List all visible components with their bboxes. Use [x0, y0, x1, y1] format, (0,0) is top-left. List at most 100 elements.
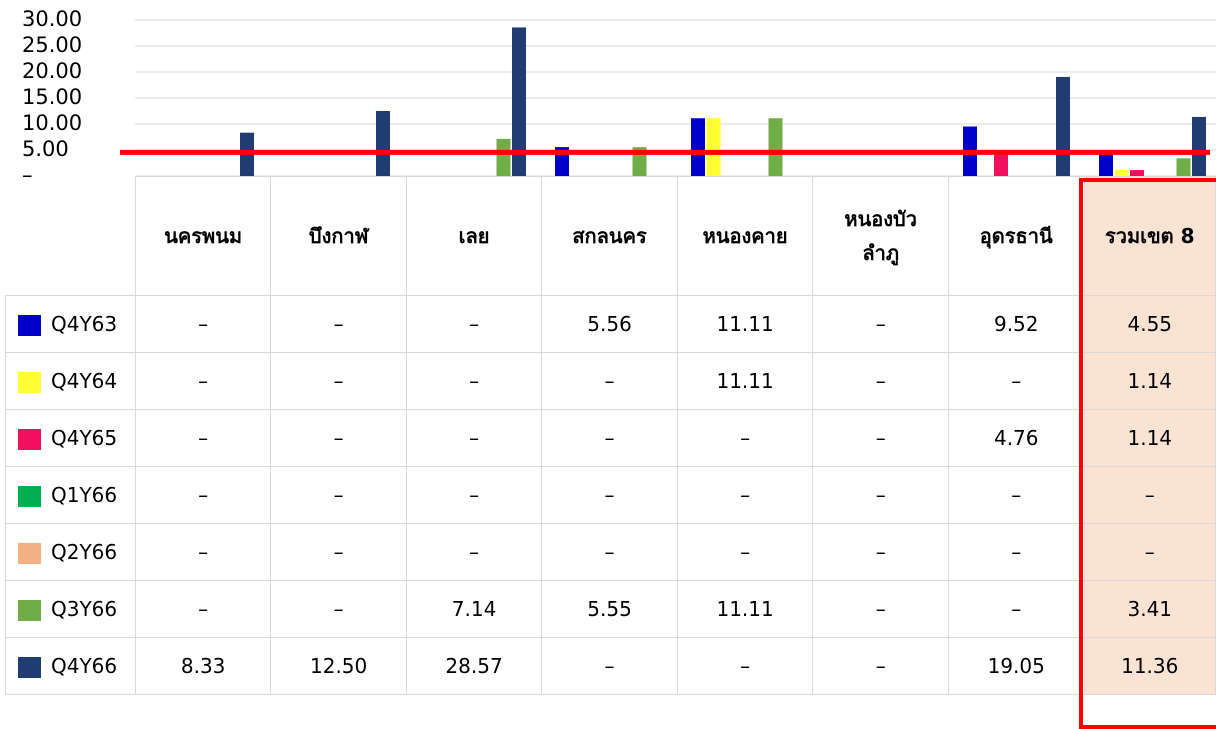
- bar-q4y64-7: [1114, 170, 1129, 176]
- data-cell: 11.11: [676, 352, 814, 410]
- chart-plot: [120, 19, 1216, 177]
- bar-q4y66-2: [512, 27, 526, 176]
- category-label: หนองบัวลำภู: [812, 176, 949, 296]
- data-cell: –: [134, 523, 272, 581]
- data-cell: –: [541, 466, 678, 524]
- y-tick-label: 20.00: [22, 59, 83, 83]
- series-name: Q1Y66: [51, 483, 118, 507]
- data-cell: –: [405, 409, 543, 467]
- legend-swatch: [18, 543, 41, 564]
- data-cell: –: [676, 523, 814, 581]
- data-cell: 11.36: [1083, 637, 1216, 695]
- legend-swatch: [18, 486, 41, 507]
- table-corner: [5, 176, 136, 296]
- data-cell: 11.11: [676, 580, 814, 638]
- series-name: Q2Y66: [51, 540, 118, 564]
- data-cell: –: [812, 352, 949, 410]
- series-name: Q4Y65: [51, 426, 118, 450]
- data-cell: –: [270, 523, 407, 581]
- bar-q4y63-4: [691, 118, 705, 176]
- data-cell: –: [270, 295, 407, 353]
- category-label-line: อุดรธานี: [979, 224, 1053, 248]
- y-tick-label: 5.00: [22, 137, 69, 161]
- data-cell: –: [134, 295, 272, 353]
- category-label-line: นครพนม: [164, 224, 243, 248]
- data-cell: –: [405, 466, 543, 524]
- table-row: Q4Y63– – –5.56 11.11–9.52 4.55: [5, 295, 1216, 353]
- data-cell: –: [947, 580, 1085, 638]
- legend-swatch: [18, 429, 41, 450]
- legend-entry: Q2Y66: [5, 523, 136, 581]
- data-cell: –: [812, 409, 949, 467]
- category-label-line: เลย: [458, 224, 490, 248]
- data-cell: 28.57: [405, 637, 543, 695]
- table-row: Q4Y64– – – –11.11– –1.14: [5, 352, 1216, 410]
- legend-swatch: [18, 315, 41, 336]
- data-cell: 4.55: [1083, 295, 1216, 353]
- legend-entry: Q3Y66: [5, 580, 136, 638]
- category-label-line: หนองคาย: [702, 224, 788, 248]
- y-tick-label: –: [22, 163, 33, 187]
- data-table: นครพนม บึงกาฬ เลย สกลนคร หนองคาย หนองบัว ลำภู อ…: [5, 176, 1216, 695]
- data-cell: –: [812, 295, 949, 353]
- data-cell: –: [947, 523, 1085, 581]
- bar-q4y66-7: [1192, 116, 1206, 176]
- bar-q3y66-4: [768, 118, 783, 176]
- bar-q4y65-7: [1130, 170, 1144, 176]
- data-cell: –: [405, 523, 543, 581]
- data-cell: –: [947, 466, 1085, 524]
- data-cell: –: [541, 409, 678, 467]
- data-cell: –: [541, 523, 678, 581]
- legend-entry: Q4Y66: [5, 637, 136, 695]
- category-label: เลย: [405, 176, 543, 296]
- data-cell: –: [270, 352, 407, 410]
- legend-entry: Q4Y65: [5, 409, 136, 467]
- data-cell: –: [947, 352, 1085, 410]
- bar-q4y66-6: [1056, 76, 1070, 176]
- data-cell: –: [541, 352, 678, 410]
- data-cell: –: [270, 466, 407, 524]
- data-cell: –: [676, 466, 814, 524]
- category-label-line: หนองบัว: [844, 207, 917, 231]
- data-cell: –: [405, 352, 543, 410]
- table-row: Q4Y66 8.33 12.50 28.57– – –19.05 11.36: [5, 637, 1216, 695]
- bar-q4y66-1: [376, 111, 390, 176]
- data-cell: –: [134, 409, 272, 467]
- series-name: Q4Y66: [51, 654, 118, 678]
- data-cell: 5.55: [541, 580, 678, 638]
- y-tick-label: 15.00: [22, 85, 83, 109]
- data-cell: 9.52: [947, 295, 1085, 353]
- data-cell: 12.50: [270, 637, 407, 695]
- category-label-line: ลำภู: [862, 241, 900, 265]
- table-row: Q2Y66– – – – – – – –: [5, 523, 1216, 581]
- category-label: รวมเขต 8: [1083, 176, 1216, 296]
- legend-swatch: [18, 600, 41, 621]
- data-cell: 11.11: [676, 295, 814, 353]
- category-label: บึงกาฬ: [270, 176, 407, 296]
- data-cell: –: [405, 295, 543, 353]
- data-cell: 7.14: [405, 580, 543, 638]
- legend-swatch: [18, 657, 41, 678]
- data-cell: –: [270, 580, 407, 638]
- data-cell: 19.05: [947, 637, 1085, 695]
- category-label: อุดรธานี: [947, 176, 1085, 296]
- category-label-line: รวมเขต 8: [1104, 224, 1195, 248]
- data-cell: 5.56: [541, 295, 678, 353]
- legend-entry: Q4Y64: [5, 352, 136, 410]
- legend-entry: Q4Y63: [5, 295, 136, 353]
- data-cell: –: [1083, 466, 1216, 524]
- y-tick-label: 30.00: [22, 7, 83, 31]
- data-cell: –: [134, 352, 272, 410]
- data-cell: –: [812, 637, 949, 695]
- series-name: Q3Y66: [51, 597, 118, 621]
- data-cell: 3.41: [1083, 580, 1216, 638]
- y-tick-label: 10.00: [22, 111, 83, 135]
- table-row: Q3Y66– –7.14 5.55 11.11– –3.41: [5, 580, 1216, 638]
- data-cell: 8.33: [134, 637, 272, 695]
- data-cell: –: [541, 637, 678, 695]
- data-cell: 1.14: [1083, 409, 1216, 467]
- category-label: หนองคาย: [676, 176, 814, 296]
- data-cell: –: [812, 466, 949, 524]
- data-cell: 1.14: [1083, 352, 1216, 410]
- table-row: Q4Y65– – – – – –4.76 1.14: [5, 409, 1216, 467]
